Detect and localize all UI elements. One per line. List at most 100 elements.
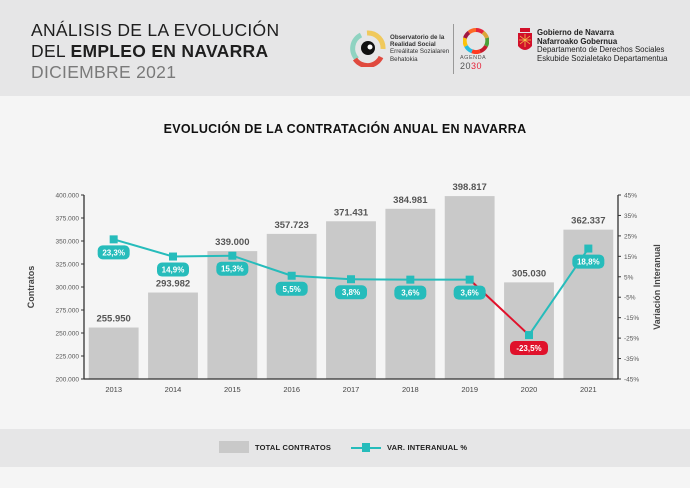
bar-value-label: 384.981 — [393, 195, 428, 206]
pct-label: 15,3% — [221, 265, 244, 274]
bar-2017 — [326, 221, 376, 379]
logo-divider — [453, 24, 454, 74]
bar-2014 — [148, 292, 198, 379]
x-tick-label: 2020 — [521, 385, 538, 394]
report-title-line1: ANÁLISIS DE LA EVOLUCIÓN — [31, 20, 280, 40]
agenda-year-suffix: 30 — [471, 61, 483, 71]
agenda-label: AGENDA — [460, 55, 487, 61]
pct-badge — [572, 254, 605, 269]
pct-label: 5,5% — [283, 285, 301, 294]
line-marker-2014 — [169, 252, 177, 261]
bar-value-label: 357.723 — [274, 220, 308, 231]
agenda-year: 2030 — [460, 61, 482, 71]
bar-value-label: 398.817 — [452, 182, 486, 193]
y-tick-label: 300.000 — [56, 285, 80, 292]
line-marker-2013 — [109, 235, 118, 244]
legend-line-marker — [362, 443, 370, 452]
y-tick-label: 375.000 — [56, 216, 80, 223]
pct-label: 18,8% — [577, 258, 600, 267]
pct-badge — [97, 245, 130, 260]
bar-2013 — [88, 327, 139, 379]
legend-bars-label: TOTAL CONTRATOS — [255, 443, 332, 452]
gobierno-line3: Departamento de Derechos Sociales — [537, 45, 665, 55]
observatorio-line3: Erreálitate Sozialaren — [390, 48, 450, 56]
y-axis-title: Contratos — [26, 266, 36, 309]
agenda-2030-wheel-icon — [463, 28, 489, 54]
x-tick-label: 2018 — [402, 385, 419, 394]
legend-line-label: VAR. INTERANUAL % — [387, 443, 468, 452]
legend-bar-swatch — [219, 441, 249, 453]
line-marker-2020 — [525, 331, 533, 340]
title-prefix: DEL — [31, 41, 71, 61]
line-segment — [172, 254, 233, 258]
observatorio-line1: Observatorio de la — [390, 34, 445, 41]
x-tick-label: 2014 — [165, 385, 182, 394]
x-tick-label: 2019 — [461, 385, 478, 394]
bar-2021 — [563, 229, 614, 379]
y2-tick-label: 35% — [624, 213, 637, 220]
bar-value-label: 371.431 — [334, 207, 369, 218]
y-tick-label: 400.000 — [56, 193, 80, 200]
report-header — [0, 0, 690, 96]
pct-badge — [335, 285, 367, 300]
x-tick-label: 2013 — [105, 385, 122, 394]
pct-label: 14,9% — [162, 266, 185, 275]
x-tick-label: 2017 — [343, 385, 360, 394]
y2-tick-label: 45% — [624, 193, 637, 200]
x-tick-label: 2021 — [580, 385, 597, 394]
pct-badge — [394, 285, 427, 300]
y2-tick-label: 5% — [624, 274, 634, 281]
line-marker-2018 — [406, 275, 415, 284]
gobierno-navarra-text: Gobierno de Navarra Nafarroako Gobernua … — [537, 28, 667, 63]
chart-title: EVOLUCIÓN DE LA CONTRATACIÓN ANUAL EN NA… — [163, 122, 527, 136]
pct-badge — [157, 262, 189, 277]
line-marker-2019 — [465, 275, 474, 284]
chart-area: 255.950 293.982 339.000 357.723 371.431 384.9… — [26, 182, 662, 394]
y2-tick-label: 25% — [624, 233, 637, 240]
y-tick-label: 350.000 — [56, 239, 80, 246]
y2-axis-title: Variación Interanual — [652, 244, 662, 330]
y2-tick-label: 15% — [624, 254, 637, 261]
pct-label: 3,8% — [342, 288, 360, 297]
line-marker-2015 — [228, 251, 237, 260]
observatorio-logo-text: Observatorio de la Realidad Social Erreá… — [390, 34, 449, 63]
bar-2020 — [504, 282, 554, 379]
gobierno-line1: Gobierno de Navarra — [537, 28, 615, 37]
bar-value-label: 339.000 — [215, 237, 249, 248]
pct-label: 23,3% — [102, 248, 125, 257]
line-marker-2016 — [287, 271, 296, 280]
legend-bar — [0, 429, 690, 467]
bar-value-label: 362.337 — [571, 216, 605, 227]
y2-tick-label: -15% — [624, 315, 639, 322]
line-segment — [291, 274, 352, 281]
y-tick-label: 250.000 — [56, 331, 80, 338]
bar-value-label: 305.030 — [512, 268, 546, 279]
bar-value-label: 255.950 — [96, 314, 130, 325]
line-segment — [232, 254, 292, 277]
observatorio-logo-icon — [350, 30, 386, 67]
pct-badge — [510, 341, 548, 356]
pct-label: 3,6% — [461, 289, 479, 298]
y-tick-label: 200.000 — [56, 377, 80, 384]
line-marker-2021 — [584, 244, 593, 253]
pct-label: 3,6% — [401, 289, 419, 298]
y2-tick-label: -5% — [624, 295, 636, 302]
y2-tick-label: -45% — [624, 377, 639, 384]
pct-label: -23,5% — [516, 344, 541, 353]
observatorio-line4: Behatokia — [390, 55, 418, 63]
observatorio-line2: Realidad Social — [390, 41, 436, 49]
y2-tick-label: -25% — [624, 336, 639, 343]
y-tick-label: 325.000 — [56, 262, 80, 269]
pct-badge — [453, 285, 486, 300]
bar-2016 — [266, 233, 317, 379]
y-tick-label: 275.000 — [56, 308, 80, 315]
agenda-year-prefix: 20 — [460, 61, 472, 71]
y2-tick-label: -35% — [624, 356, 639, 363]
report-subtitle: DICIEMBRE 2021 — [31, 62, 177, 82]
navarra-crest-icon — [518, 28, 532, 50]
pct-badge — [275, 281, 308, 296]
line-segment — [113, 238, 174, 258]
x-tick-label: 2016 — [283, 385, 300, 394]
gobierno-line2: Nafarroako Gobernua — [537, 36, 618, 46]
line-marker-2017 — [347, 275, 355, 284]
